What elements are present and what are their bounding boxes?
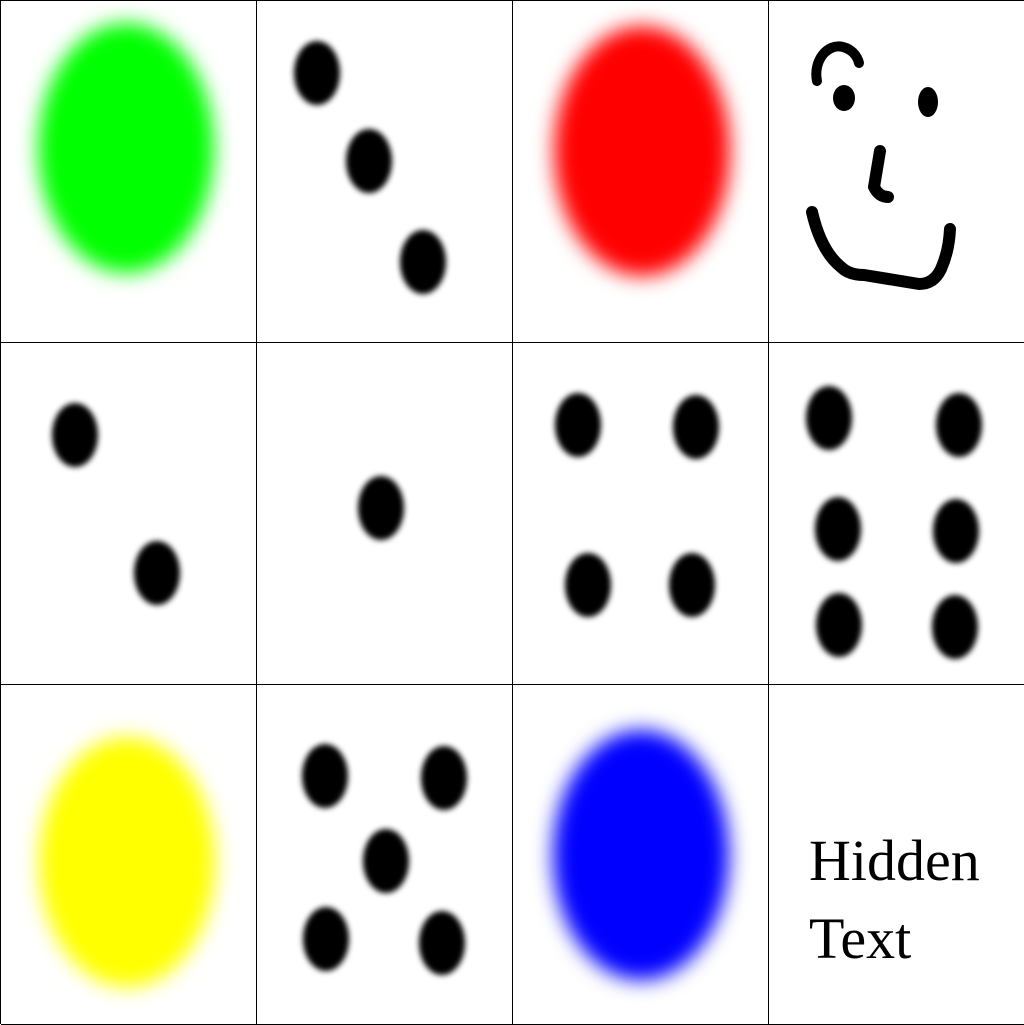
- dot: [400, 230, 446, 294]
- tile-dots-1: [257, 343, 513, 685]
- tile-smiley-face: [769, 1, 1024, 343]
- tile-red-blob: [513, 1, 769, 343]
- hidden-text-label: Hidden Text: [809, 822, 980, 978]
- dot: [294, 41, 340, 105]
- tile-dots-4: [513, 343, 769, 685]
- blue-blob: [553, 730, 729, 980]
- green-blob: [38, 23, 214, 273]
- dot: [419, 911, 465, 975]
- tile-dots-2: [1, 343, 257, 685]
- dot: [932, 595, 978, 659]
- tile-text: Hidden Text: [769, 685, 1024, 1025]
- text-line-2: Text: [809, 906, 912, 971]
- dot: [806, 386, 852, 450]
- dot: [816, 593, 862, 657]
- dot: [815, 497, 861, 561]
- smiley-face-icon: [806, 41, 956, 290]
- yellow-blob: [39, 737, 215, 987]
- text-line-1: Hidden: [809, 828, 980, 893]
- dot: [358, 476, 404, 540]
- dot: [363, 829, 409, 893]
- dot: [346, 129, 392, 193]
- dot: [936, 393, 982, 457]
- dot: [555, 393, 601, 457]
- dot: [933, 499, 979, 563]
- dot: [303, 907, 349, 971]
- tile-blue-blob: [513, 685, 769, 1025]
- tile-dots-6: [769, 343, 1024, 685]
- dot: [421, 746, 467, 810]
- dot: [134, 541, 180, 605]
- red-blob: [554, 26, 730, 276]
- tile-dots-5: [257, 685, 513, 1025]
- tile-green-blob: [1, 1, 257, 343]
- dot: [302, 744, 348, 808]
- tile-yellow-blob: [1, 685, 257, 1025]
- dot: [673, 395, 719, 459]
- tile-dots-3: [257, 1, 513, 343]
- dot: [565, 553, 611, 617]
- dot: [52, 403, 98, 467]
- dot: [669, 553, 715, 617]
